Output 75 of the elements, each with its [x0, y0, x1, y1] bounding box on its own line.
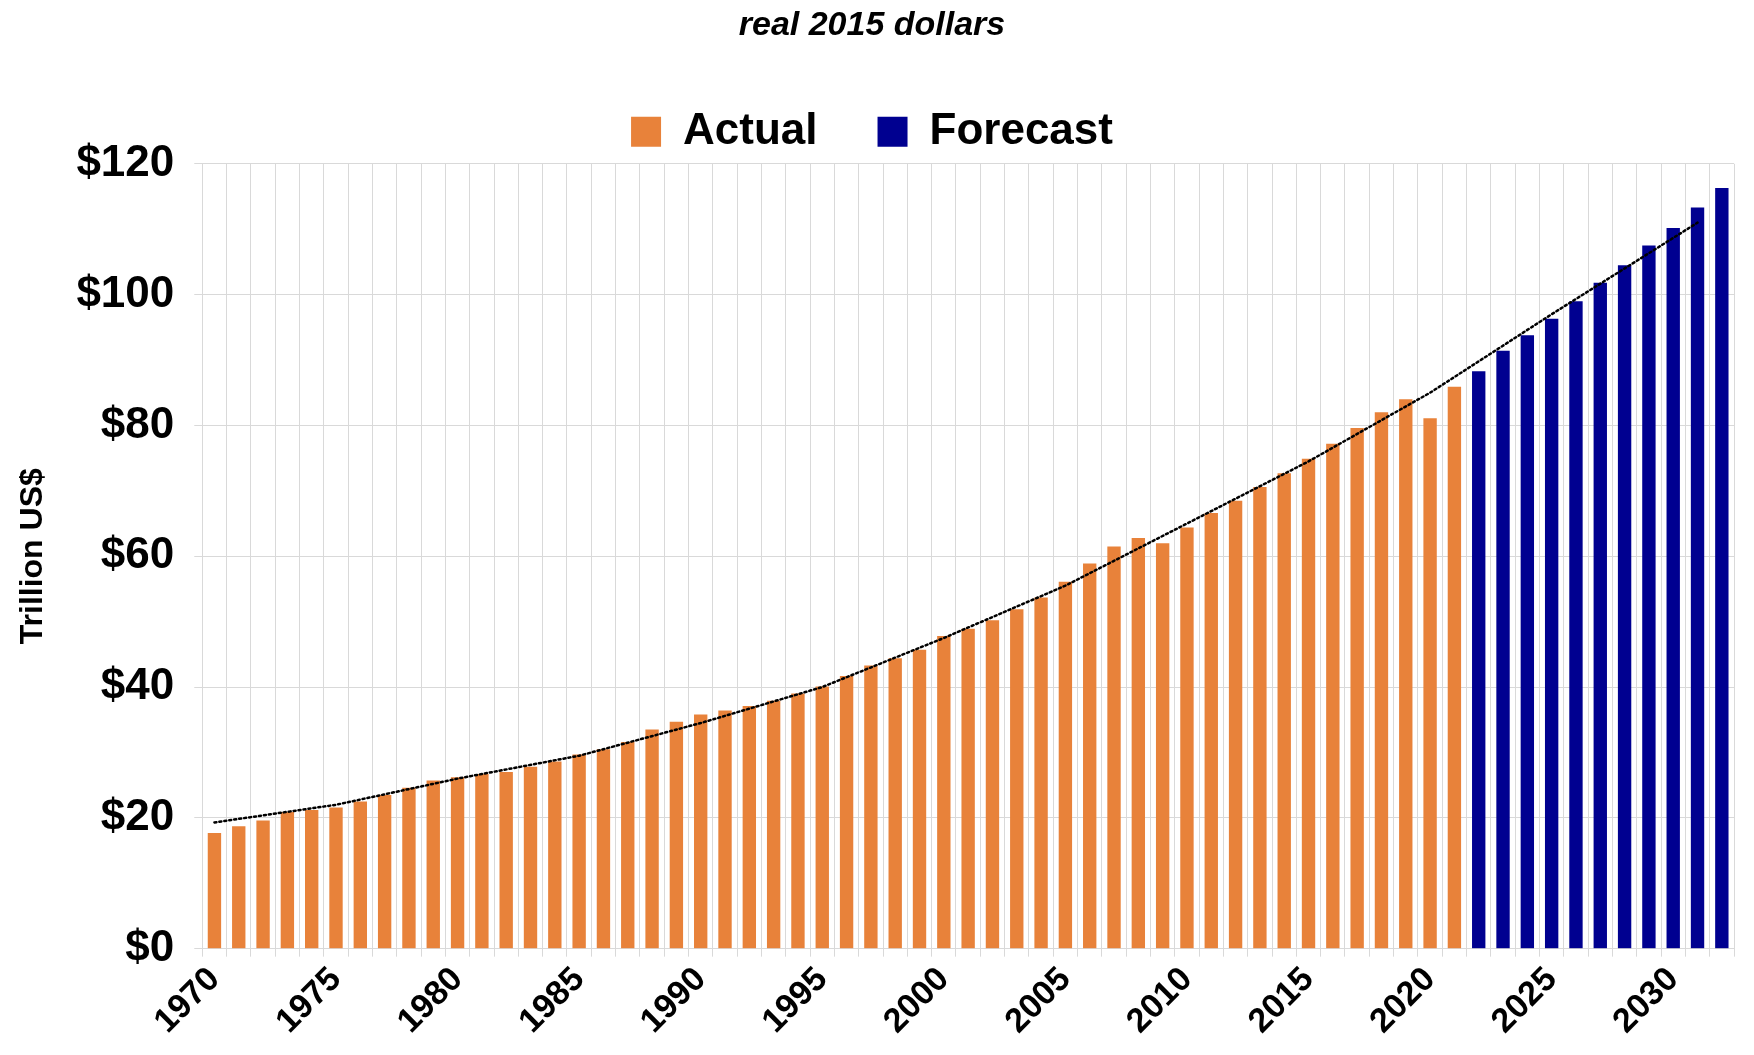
bar — [377, 794, 392, 949]
bar — [353, 801, 367, 949]
bar — [1155, 543, 1170, 949]
bar — [1204, 513, 1218, 949]
bar — [912, 649, 927, 949]
bar — [1520, 335, 1535, 949]
bar — [1180, 527, 1194, 949]
bar — [985, 620, 1000, 949]
bar — [475, 774, 489, 949]
bar — [864, 665, 878, 949]
bar — [1301, 458, 1316, 949]
bar — [1010, 609, 1024, 949]
bar — [621, 741, 635, 949]
bar — [596, 749, 611, 949]
bar — [450, 777, 465, 949]
bar — [888, 658, 902, 949]
y-tick-label: $120 — [76, 135, 175, 185]
bar — [1715, 188, 1729, 949]
bar — [718, 710, 732, 949]
bar — [1107, 546, 1121, 949]
y-axis-title: Trillion US$ — [13, 468, 50, 645]
bar — [1642, 245, 1656, 949]
bar — [1593, 282, 1607, 949]
bar — [1617, 265, 1632, 949]
bar — [1374, 412, 1389, 949]
bar — [669, 721, 684, 949]
bar — [961, 628, 975, 949]
bar — [694, 714, 708, 949]
bar — [766, 700, 781, 949]
bar — [1544, 318, 1559, 949]
bar — [256, 820, 270, 949]
legend-label: Forecast — [929, 103, 1114, 153]
y-tick-label: $0 — [125, 920, 175, 970]
bar — [1228, 500, 1243, 949]
bar — [329, 807, 343, 949]
bar — [523, 766, 538, 949]
bar — [839, 675, 854, 949]
bar — [1131, 537, 1146, 949]
bar — [645, 729, 659, 949]
bar — [232, 826, 246, 949]
bar — [1399, 399, 1413, 949]
y-tick-label: $100 — [76, 266, 175, 316]
legend-label: Actual — [683, 103, 818, 153]
bar — [937, 636, 951, 949]
bar — [791, 693, 805, 949]
bar — [1690, 207, 1705, 949]
bar — [1447, 386, 1462, 949]
bar — [1083, 563, 1097, 949]
bar — [1326, 443, 1340, 949]
bar — [1034, 597, 1048, 949]
bar — [1058, 581, 1073, 949]
y-tick-label: $60 — [100, 528, 175, 578]
bar — [1496, 350, 1510, 949]
bar — [1666, 227, 1680, 949]
y-tick-label: $20 — [100, 790, 175, 839]
bar — [402, 787, 416, 949]
y-tick-label: $80 — [100, 397, 175, 447]
bar — [207, 832, 222, 949]
bar — [499, 772, 513, 949]
bar — [426, 780, 440, 949]
bar — [548, 761, 562, 949]
bar — [815, 686, 829, 949]
bar — [1569, 301, 1583, 949]
chart-title: real 2015 dollars — [738, 3, 1006, 42]
line-series — [213, 221, 1699, 824]
bar — [280, 811, 295, 949]
bar — [305, 810, 319, 949]
bar — [1253, 486, 1267, 949]
y-tick-label: $40 — [100, 659, 175, 709]
bar — [742, 706, 757, 949]
bar — [1423, 418, 1437, 949]
bar — [1277, 473, 1291, 949]
bar — [572, 754, 586, 949]
bar — [1350, 428, 1364, 949]
bar — [1472, 371, 1486, 949]
